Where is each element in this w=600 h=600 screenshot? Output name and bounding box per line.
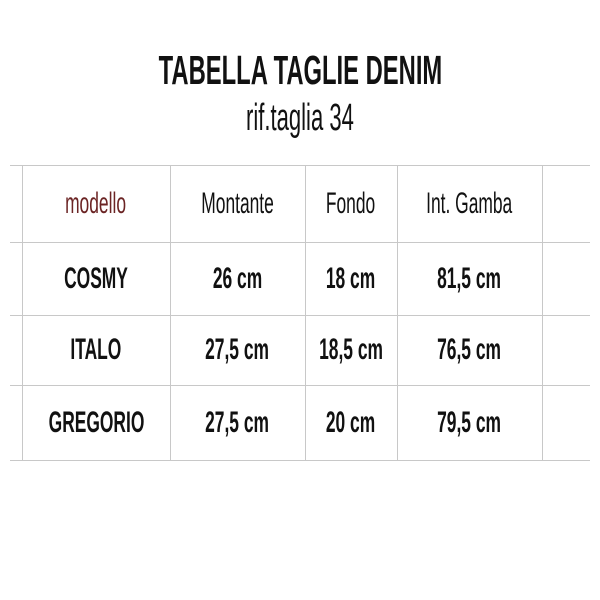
cell-value: 81,5 cm	[437, 261, 502, 295]
table-cell: 26 cm	[170, 242, 305, 315]
cell-value: 20 cm	[326, 405, 376, 439]
table-cell: 20 cm	[305, 385, 397, 460]
table-header-cell: Montante	[170, 165, 305, 242]
table-header-cell: Int. Gamba	[397, 165, 542, 242]
table-cell: GREGORIO	[22, 385, 170, 460]
page-title: TABELLA TAGLIE DENIM	[0, 48, 600, 92]
table-cell: 79,5 cm	[397, 385, 542, 460]
header-label: Fondo	[326, 186, 376, 220]
grid-line	[305, 165, 306, 460]
grid-line	[10, 315, 590, 316]
grid-line	[542, 165, 543, 460]
subtitle-text: rif.taglia 34	[246, 97, 354, 139]
page-subtitle: rif.taglia 34	[0, 97, 600, 139]
cell-value: 79,5 cm	[437, 405, 502, 439]
table-cell: 76,5 cm	[397, 315, 542, 385]
grid-line	[22, 165, 23, 460]
table-cell: COSMY	[22, 242, 170, 315]
grid-line	[10, 385, 590, 386]
cell-value: 26 cm	[212, 261, 263, 295]
grid-line	[170, 165, 171, 460]
grid-line	[10, 460, 590, 461]
header-label: Int. Gamba	[426, 186, 513, 220]
cell-value: 27,5 cm	[205, 333, 270, 366]
cell-value: GREGORIO	[48, 405, 144, 439]
title-text: TABELLA TAGLIE DENIM	[158, 47, 442, 93]
grid-line	[10, 165, 590, 166]
table-header-cell: Fondo	[305, 165, 397, 242]
cell-value: ITALO	[70, 333, 122, 366]
cell-value: 18,5 cm	[319, 333, 383, 366]
grid-line	[10, 242, 590, 243]
header-label: modello	[65, 186, 127, 220]
cell-value: 18 cm	[326, 261, 376, 295]
cell-value: 27,5 cm	[205, 405, 270, 439]
table-cell: 27,5 cm	[170, 315, 305, 385]
cell-value: COSMY	[64, 261, 128, 295]
table-cell: 81,5 cm	[397, 242, 542, 315]
cell-value: 76,5 cm	[437, 333, 502, 366]
table-header-cell: modello	[22, 165, 170, 242]
table-cell: ITALO	[22, 315, 170, 385]
table-cell: 18 cm	[305, 242, 397, 315]
table-cell: 18,5 cm	[305, 315, 397, 385]
table-cell: 27,5 cm	[170, 385, 305, 460]
header-label: Montante	[201, 186, 274, 220]
grid-line	[397, 165, 398, 460]
